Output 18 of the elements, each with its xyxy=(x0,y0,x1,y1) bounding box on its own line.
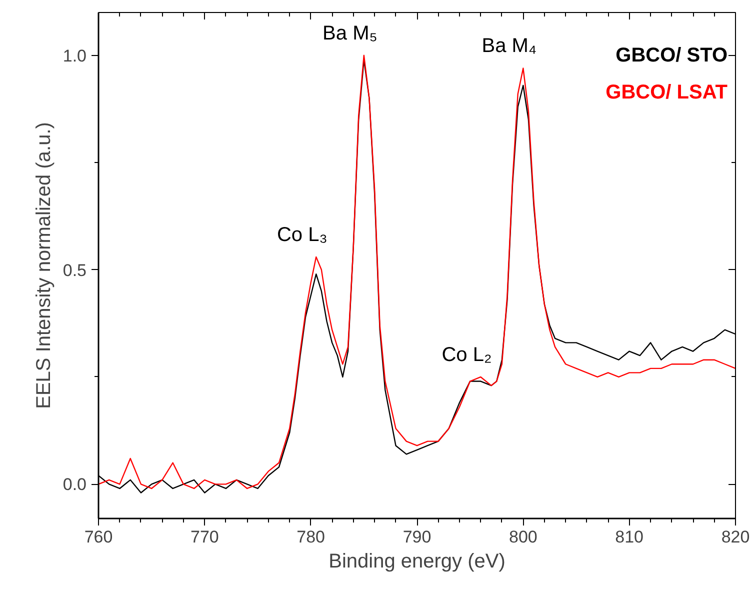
x-tick-label: 770 xyxy=(190,528,219,546)
x-tick-label: 800 xyxy=(508,528,538,546)
x-tick-label: 820 xyxy=(721,528,750,546)
y-tick-label: 1.0 xyxy=(62,46,87,66)
annotation: Co L₃ xyxy=(276,224,328,246)
annotation: Co L₂ xyxy=(442,344,492,366)
x-axis-title: Binding energy (eV) xyxy=(328,550,506,572)
legend-label: GBCO/ STO xyxy=(616,44,728,66)
annotation: Ba M₅ xyxy=(322,22,378,44)
y-tick-label: 0.0 xyxy=(62,475,87,494)
x-tick-label: 790 xyxy=(402,528,432,546)
annotation: Ba M₄ xyxy=(482,35,537,58)
x-tick-label: 810 xyxy=(615,528,644,546)
x-tick-label: 760 xyxy=(84,528,113,546)
y-tick-label: 0.5 xyxy=(62,260,87,280)
text: GBCO/ LSAT xyxy=(606,82,728,104)
y-axis-title: EELS Intensity normalized (a.u.) xyxy=(32,122,55,409)
x-tick-label: 780 xyxy=(296,528,326,546)
